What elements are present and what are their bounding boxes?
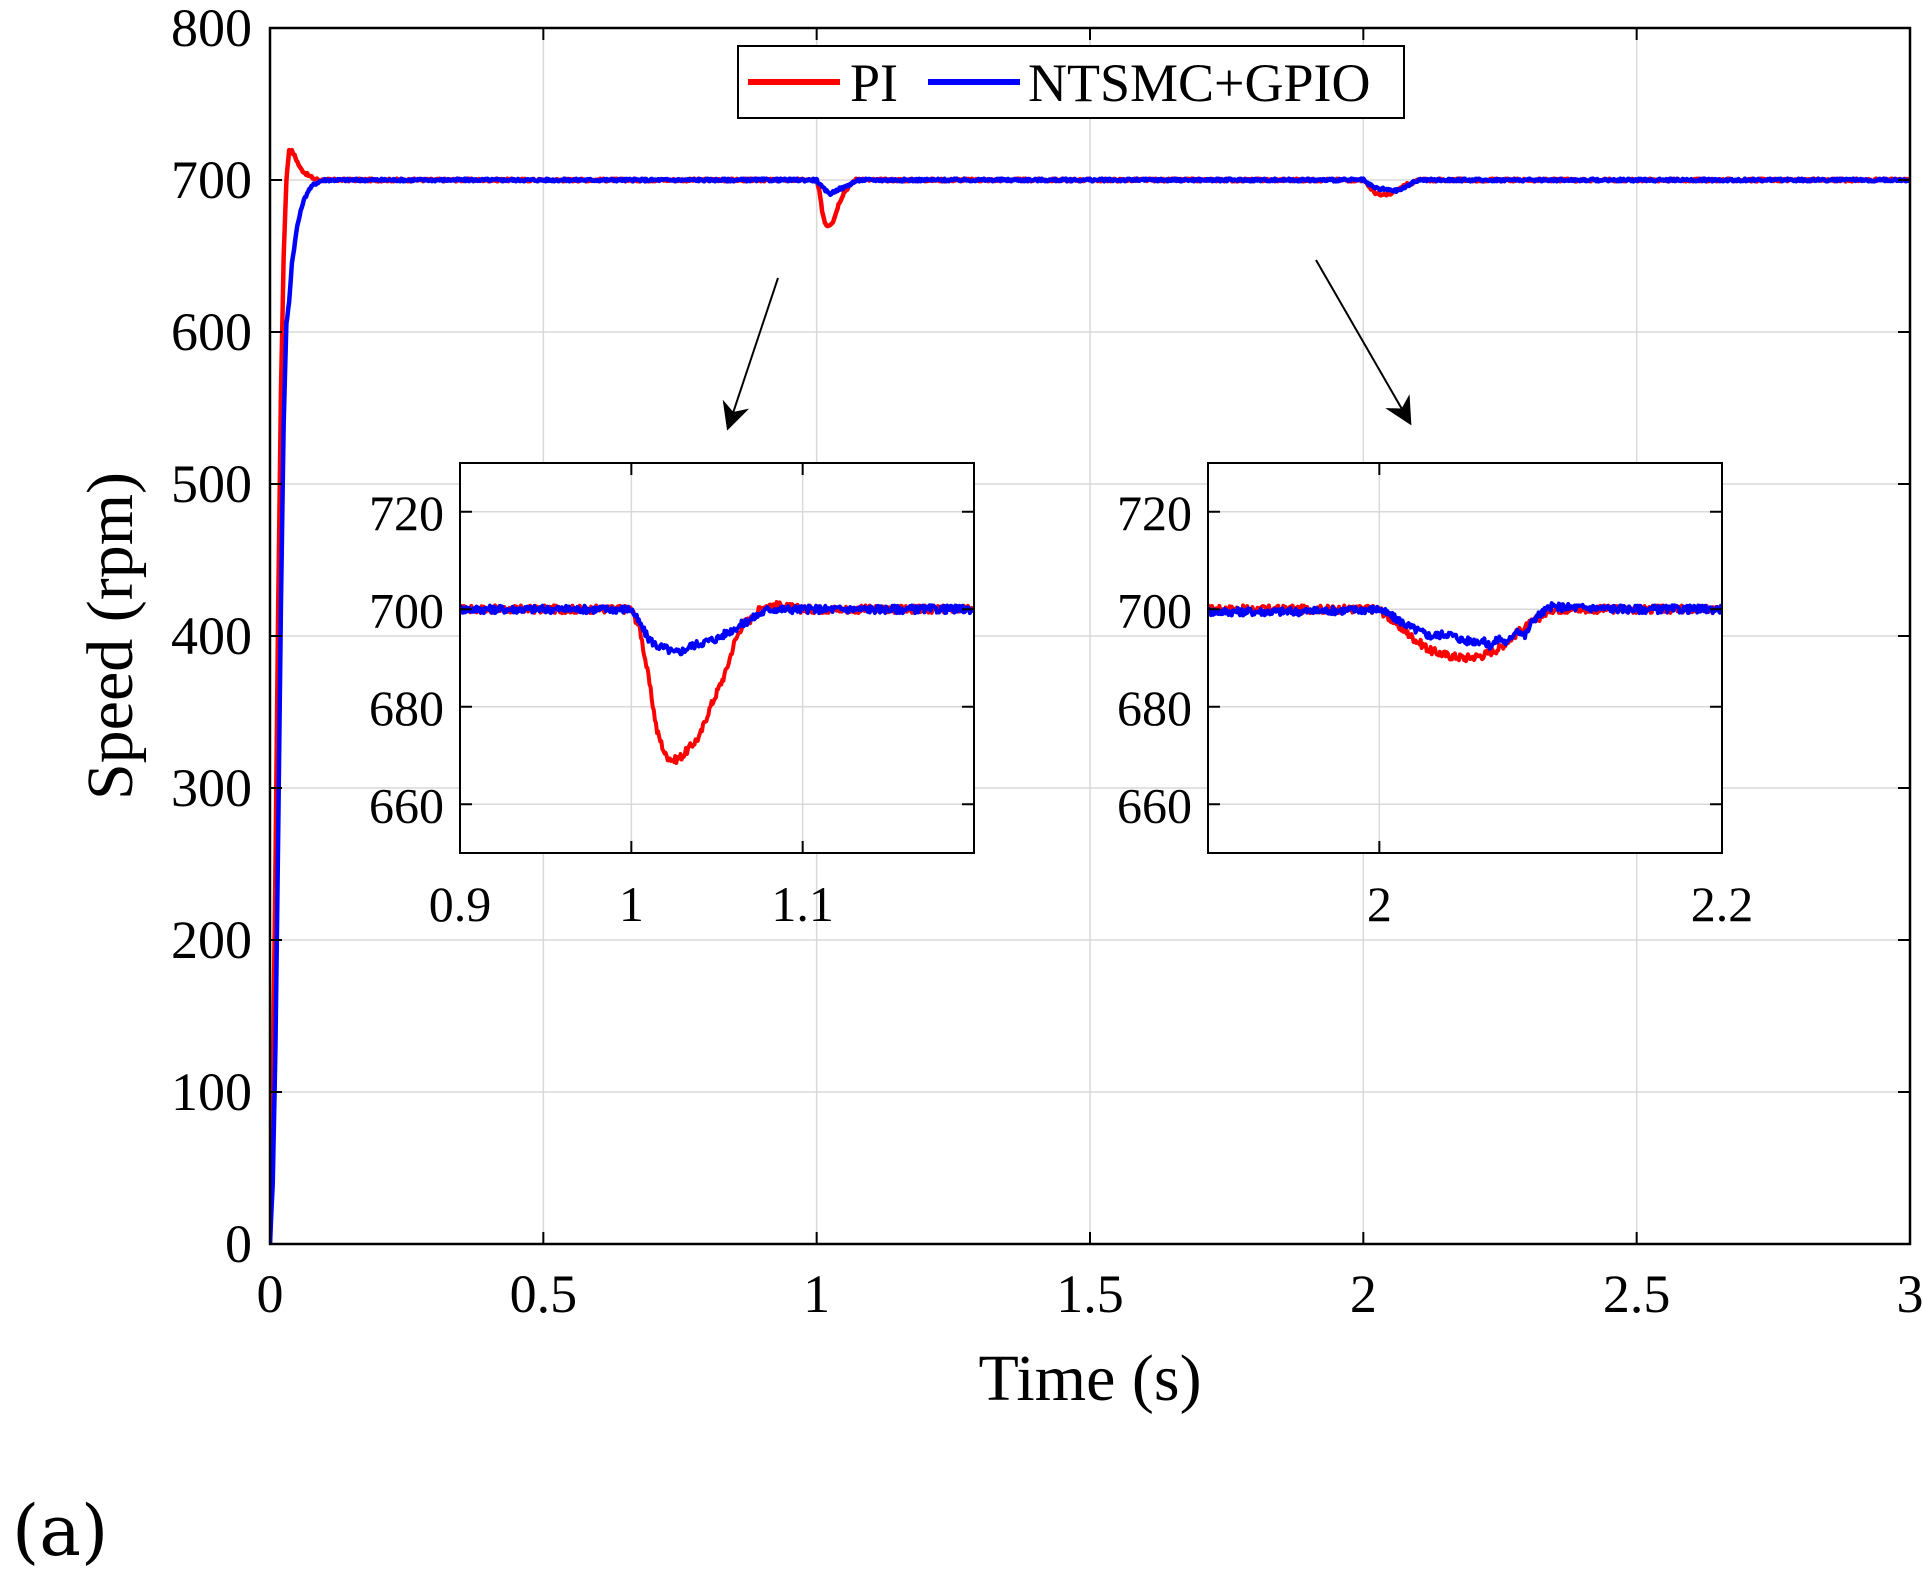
zoom-arrow-1 [722, 277, 779, 431]
inset-1-ticks: 0.9 1 1.1 660 680 700 720 [369, 463, 974, 932]
legend-ntsmc-gpio-label: NTSMC+GPIO [1028, 53, 1371, 113]
legend-box [737, 45, 1405, 119]
inset-2-box [1207, 462, 1723, 854]
panel-label: (a) [12, 1490, 109, 1572]
main-x-tick-label: 1.5 [1056, 1264, 1124, 1324]
inset-2-y-tick-label: 680 [1117, 680, 1192, 736]
inset-1-series [460, 600, 974, 765]
main-y-tick-label: 400 [171, 606, 252, 666]
inset-2: 2 2.2 660 680 700 720 [1117, 462, 1753, 932]
inset-1-x-tick-label: 0.9 [429, 876, 492, 932]
inset-1: 0.9 1 1.1 660 680 700 720 [369, 462, 975, 932]
main-series [270, 147, 1910, 1244]
main-x-tick-label: 0 [257, 1264, 284, 1324]
main-y-tick-label: 500 [171, 454, 252, 514]
inset-1-background [460, 463, 974, 853]
main-x-tick-label: 1 [803, 1264, 830, 1324]
main-y-tick-label: 700 [171, 150, 252, 210]
inset-1-y-tick-label: 700 [369, 582, 444, 638]
main-y-tick-label: 600 [171, 302, 252, 362]
legend: PI NTSMC+GPIO [737, 45, 1405, 119]
inset-2-x-tick-label: 2.2 [1691, 876, 1754, 932]
main-series-ntsmc-gpio [270, 176, 1910, 1244]
inset-1-x-tick-label: 1.1 [771, 876, 834, 932]
main-x-tick-label: 2.5 [1603, 1264, 1671, 1324]
inset-2-ticks: 2 2.2 660 680 700 720 [1117, 463, 1753, 932]
inset-1-y-tick-label: 660 [369, 777, 444, 833]
y-axis-label: Speed (rpm) [74, 472, 147, 800]
inset-2-y-tick-label: 700 [1117, 582, 1192, 638]
inset-1-y-tick-label: 720 [369, 485, 444, 541]
main-y-tick-label: 800 [171, 0, 252, 58]
inset-2-series [1208, 601, 1722, 664]
main-x-tick-label: 3 [1897, 1264, 1922, 1324]
main-y-tick-label: 0 [225, 1214, 252, 1274]
main-x-tick-label: 0.5 [510, 1264, 578, 1324]
main-y-tick-label: 200 [171, 910, 252, 970]
legend-pi-label: PI [850, 53, 898, 113]
inset-1-box [459, 462, 975, 854]
inset-1-x-tick-label: 1 [619, 876, 644, 932]
inset-2-series-ntsmc-gpio [1208, 601, 1722, 651]
inset-2-y-tick-label: 660 [1117, 777, 1192, 833]
inset-2-y-tick-label: 720 [1117, 485, 1192, 541]
inset-2-x-tick-label: 2 [1367, 876, 1392, 932]
main-x-tick-label: 2 [1350, 1264, 1377, 1324]
inset-1-y-tick-label: 680 [369, 680, 444, 736]
zoom-arrow-2 [1315, 259, 1412, 426]
main-ticks: 0 0.5 1 1.5 2 2.5 3 0 100 200 300 400 500 600 700 800 [171, 0, 1922, 1324]
main-y-tick-label: 100 [171, 1062, 252, 1122]
inset-1-series-ntsmc-gpio [460, 603, 974, 657]
x-axis-label: Time (s) [978, 1342, 1201, 1415]
main-y-tick-label: 300 [171, 758, 252, 818]
